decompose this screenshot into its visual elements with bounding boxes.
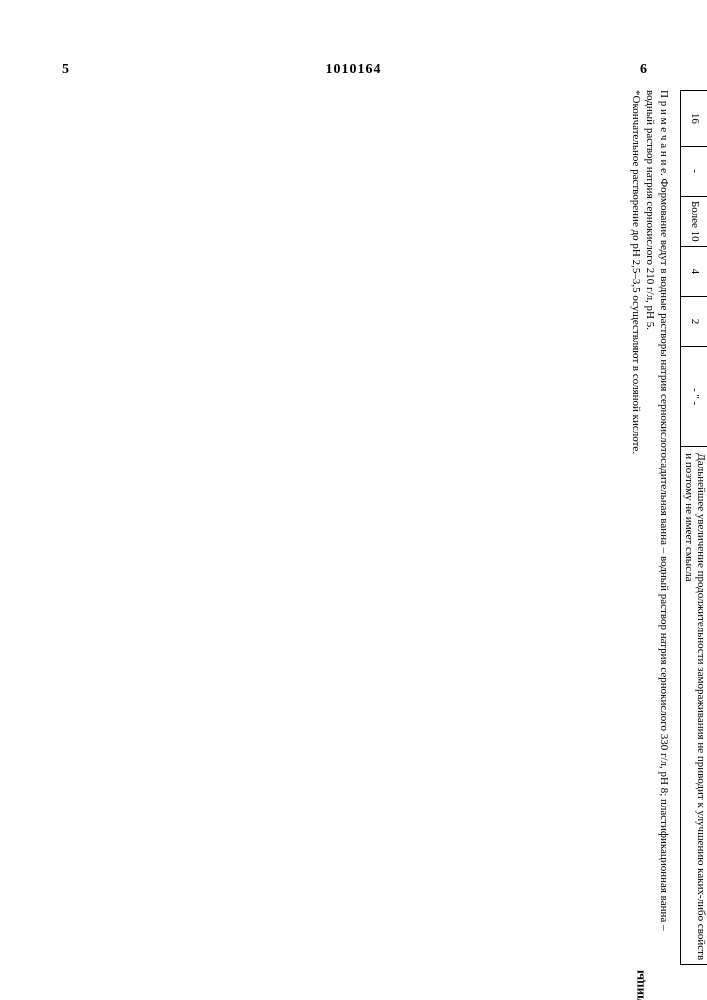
cell-pre-temp: -	[680, 146, 707, 196]
rotated-table-container: Способ по примерам Предварительная обраб…	[60, 90, 665, 970]
cell-note-span: Дальнейшее увеличение продолжительности …	[680, 447, 707, 965]
footnotes: П р и м е ч а н и е. Формование ведут в …	[628, 90, 669, 965]
cell-alk-temp: 4	[680, 246, 707, 296]
table-row: 16 - Более 10 4 2 - " - Дальнейшее увели…	[680, 91, 707, 965]
cell-alk-duration: 2	[680, 296, 707, 346]
cell-solvent: - " -	[680, 347, 707, 447]
table-continuation-label: Продолжение таблицы	[631, 970, 647, 1000]
data-table: Способ по примерам Предварительная обраб…	[680, 90, 707, 965]
cell-pre-duration: Более 10	[680, 196, 707, 246]
page-number-right: 6	[640, 62, 647, 78]
document-id: 1010164	[326, 62, 382, 78]
page-number-left: 5	[62, 62, 69, 78]
cell-method: 16	[680, 91, 707, 147]
footnote-line: *Окончательное растворение до рН 2,5–3,5…	[628, 90, 642, 965]
footnote-line: П р и м е ч а н и е. Формование ведут в …	[642, 90, 670, 965]
